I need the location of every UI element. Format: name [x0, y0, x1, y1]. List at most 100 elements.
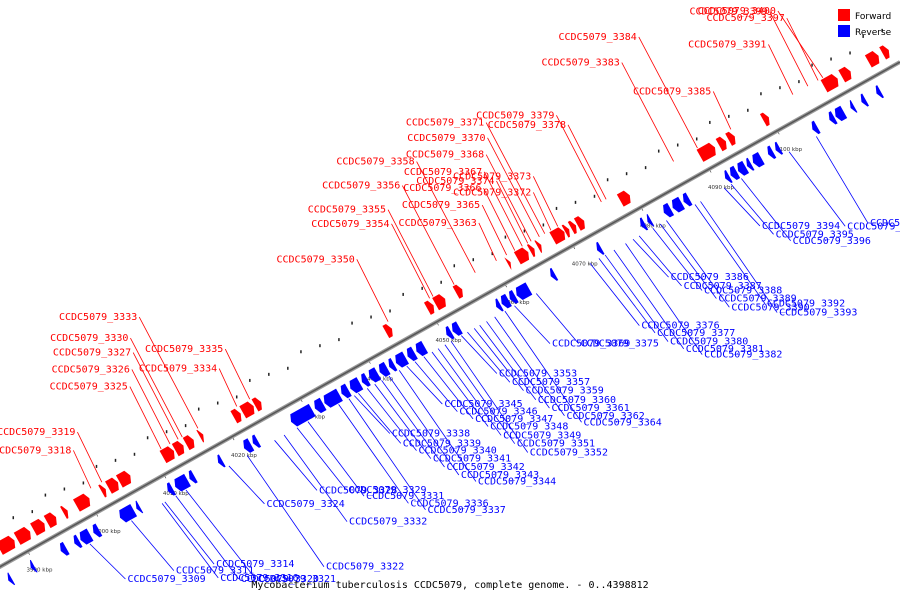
reverse-gene-leader — [700, 201, 778, 313]
forward-gene-label: CCDC5079_3366 — [403, 183, 481, 194]
forward-gene-label: CCDC5079_3391 — [688, 39, 766, 50]
track-marker — [44, 493, 47, 497]
leader-layer — [72, 10, 869, 580]
reverse-gene — [217, 454, 226, 468]
reverse-gene-leader — [246, 455, 325, 567]
forward-gene-leader — [478, 222, 497, 262]
reverse-gene-leader — [638, 235, 682, 287]
reverse-gene-label: CCDC5079_3338 — [392, 428, 470, 439]
forward-gene — [504, 257, 512, 270]
reverse-gene-label: CCDC5079_3398 — [847, 221, 900, 232]
track-marker — [268, 372, 270, 376]
reverse-gene-label: CCDC5079_3332 — [349, 517, 427, 528]
forward-gene — [230, 408, 242, 424]
track-marker — [849, 51, 851, 55]
reverse-gene-leader — [388, 375, 460, 476]
track-marker — [657, 149, 660, 153]
reverse-gene-label: CCDC5079_3359 — [525, 386, 603, 397]
reverse-gene-leader — [741, 178, 791, 242]
forward-gene — [73, 493, 91, 512]
reverse-gene — [746, 157, 755, 171]
reverse-gene — [361, 372, 371, 387]
reverse-gene — [415, 340, 429, 357]
forward-gene-label: CCDC5079_3372 — [453, 187, 531, 198]
forward-gene-leader — [485, 122, 546, 234]
forward-gene-leader — [712, 91, 732, 130]
track-marker — [747, 108, 749, 112]
forward-gene-leader — [485, 154, 532, 242]
forward-gene-label: CCDC5079_3350 — [277, 254, 355, 265]
reverse-gene — [549, 267, 559, 281]
axis-tick-label: 4020 kbp — [231, 453, 257, 459]
reverse-gene — [79, 528, 94, 545]
track-marker — [440, 280, 442, 284]
reverse-gene — [135, 500, 144, 514]
reverse-gene — [340, 383, 352, 399]
reverse-gene-leader — [598, 258, 656, 334]
reverse-gene — [368, 367, 382, 383]
reverse-gene — [323, 388, 343, 408]
reverse-gene-leader — [632, 238, 669, 278]
forward-gene — [879, 45, 890, 60]
reverse-gene-leader — [307, 421, 365, 497]
reverse-gene — [406, 346, 418, 362]
reverse-gene-leader — [504, 310, 582, 423]
forward-gene — [573, 216, 585, 231]
reverse-gene-leader — [431, 351, 489, 427]
reverse-gene — [860, 93, 869, 107]
reverse-gene-label: CCDC5079_3381 — [686, 344, 764, 355]
track-marker — [287, 366, 289, 370]
track-marker — [695, 137, 698, 141]
reverse-gene-leader — [494, 316, 565, 417]
forward-gene-label: CCDC5079_3373 — [453, 171, 531, 182]
forward-gene — [13, 526, 31, 545]
reverse-gene-label: CCDC5079_3314 — [216, 559, 294, 570]
reverse-gene — [849, 100, 858, 113]
forward-gene-leader — [224, 348, 251, 400]
forward-gene — [567, 220, 577, 235]
track-marker — [165, 430, 168, 434]
reverse-gene-leader — [161, 503, 219, 579]
forward-gene-label: CCDC5079_3378 — [488, 120, 566, 131]
track-marker — [676, 143, 679, 147]
reverse-gene — [834, 105, 848, 122]
reverse-gene-leader — [486, 321, 550, 409]
legend-reverse-label: Reverse — [855, 28, 892, 38]
forward-gene-label: CCDC5079_3326 — [52, 364, 130, 375]
forward-gene — [105, 477, 119, 494]
axis-tick-label: 4100 kbp — [776, 147, 802, 153]
reverse-gene-leader — [381, 380, 445, 468]
reverse-gene-label: CCDC5079_3390 — [731, 302, 809, 313]
reverse-gene — [349, 377, 364, 394]
legend-forward-label: Forward — [855, 12, 891, 22]
forward-gene-label: CCDC5079_3399 — [689, 7, 767, 18]
forward-gene-label: CCDC5079_3325 — [50, 382, 128, 393]
reverse-gene — [828, 111, 838, 125]
reverse-gene-label: CCDC5079_3331 — [366, 491, 444, 502]
forward-gene-label: CCDC5079_3383 — [542, 58, 620, 69]
reverse-gene-label: CCDC5079_3395 — [776, 229, 854, 240]
reverse-gene-leader — [450, 341, 529, 453]
reverse-gene-label: CCDC5079_3351 — [517, 439, 595, 450]
reverse-gene — [314, 397, 327, 414]
forward-gene — [616, 190, 631, 207]
reverse-gene-label: CCDC5079_3320 — [241, 574, 319, 585]
track-marker — [862, 34, 864, 38]
track-marker — [351, 321, 353, 325]
reverse-gene — [290, 403, 316, 427]
reverse-gene — [682, 192, 693, 207]
reverse-gene-leader — [185, 489, 257, 580]
track-marker — [389, 309, 391, 313]
reverse-gene — [596, 241, 605, 255]
reverse-gene-leader — [296, 427, 347, 491]
track-marker — [63, 487, 66, 491]
reverse-gene-leader — [366, 388, 417, 451]
reverse-gene-leader — [666, 220, 730, 308]
reverse-gene — [495, 298, 504, 312]
track-marker — [95, 464, 98, 468]
reverse-gene — [252, 434, 262, 448]
reverse-gene-leader — [788, 151, 846, 227]
reverse-gene-leader — [815, 136, 869, 224]
reverse-gene — [875, 85, 884, 99]
